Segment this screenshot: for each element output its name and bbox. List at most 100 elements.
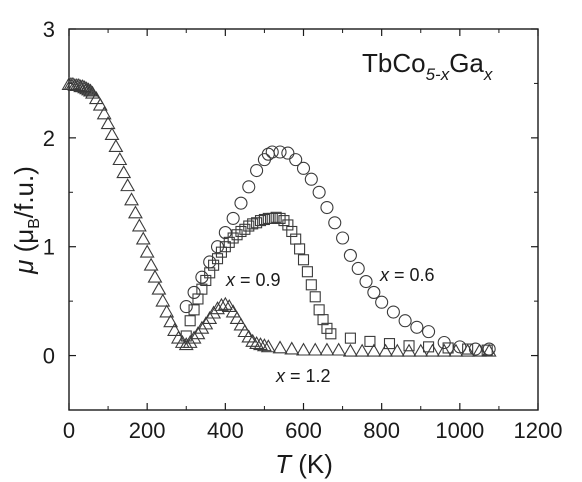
data-point-triangle — [131, 218, 147, 232]
data-markers — [61, 76, 497, 357]
data-point-square — [188, 304, 200, 316]
data-point-square — [282, 219, 294, 231]
series-circle — [179, 145, 496, 356]
data-point-triangle — [100, 116, 116, 130]
data-point-square — [301, 266, 313, 278]
annotation-x09-var: x — [225, 270, 236, 290]
y-axis-open: (μ — [9, 229, 39, 260]
data-point-triangle — [217, 296, 233, 310]
data-point-triangle — [135, 231, 151, 245]
data-point-circle — [320, 200, 334, 215]
data-point-circle — [179, 300, 193, 314]
data-point-triangle — [139, 244, 155, 258]
data-point-triangle — [124, 192, 139, 206]
data-point-circle — [367, 285, 381, 299]
data-point-triangle — [331, 342, 347, 356]
y-axis-title: μ (μB/f.u.) — [9, 166, 43, 275]
x-tick-label: 0 — [63, 418, 75, 443]
data-point-circle — [398, 314, 412, 328]
y-axis-close: /f.u.) — [9, 166, 39, 218]
legend-title-part-main: TbCo — [362, 48, 426, 78]
data-point-square — [254, 215, 267, 227]
data-point-square — [309, 291, 321, 303]
data-point-square — [423, 341, 435, 353]
data-point-triangle — [319, 342, 335, 356]
data-point-triangle — [229, 310, 245, 324]
data-point-square — [258, 213, 270, 226]
x-tick-label: 600 — [285, 418, 322, 443]
data-point-square — [286, 225, 298, 238]
data-point-square — [278, 215, 290, 227]
data-point-circle — [203, 255, 217, 269]
axes-ticks — [68, 28, 539, 411]
data-point-square — [200, 274, 212, 287]
data-point-triangle — [112, 152, 128, 166]
x-axis-title: T (K) — [275, 449, 333, 479]
data-point-circle — [328, 216, 342, 230]
data-point-square — [208, 259, 220, 271]
data-point-square — [251, 217, 263, 229]
data-point-triangle — [77, 80, 93, 94]
data-point-triangle — [460, 343, 476, 357]
data-point-triangle — [92, 97, 108, 111]
data-point-triangle — [284, 341, 300, 355]
data-point-circle — [386, 305, 400, 319]
data-point-square — [294, 243, 306, 255]
x-tick-label: 400 — [207, 418, 244, 443]
data-point-triangle — [272, 340, 288, 354]
annotation-x12-var: x — [275, 366, 286, 386]
data-point-triangle — [260, 339, 276, 353]
data-point-circle — [312, 185, 326, 199]
annotation-x06-text: = 0.6 — [389, 265, 435, 285]
y-tick-label: 1 — [43, 235, 55, 260]
data-point-circle — [410, 320, 424, 334]
data-point-circle — [195, 270, 209, 284]
data-point-square — [290, 233, 302, 245]
data-point-triangle — [174, 334, 190, 348]
legend-title-part-main2: Ga — [449, 48, 484, 78]
series-triangle — [61, 76, 497, 357]
data-point-triangle — [253, 337, 268, 351]
data-point-circle — [289, 153, 303, 167]
data-point-triangle — [120, 178, 136, 192]
x-tick-label: 800 — [363, 418, 400, 443]
x-tick-label: 1200 — [514, 418, 563, 443]
data-point-square — [223, 236, 235, 248]
data-point-circle — [336, 231, 350, 245]
data-point-triangle — [96, 106, 112, 120]
data-point-square — [442, 342, 454, 354]
data-point-circle — [187, 285, 201, 299]
data-point-triangle — [143, 257, 159, 271]
legend-title-sub-2: x — [483, 65, 493, 84]
data-point-triangle — [75, 79, 91, 93]
legend-title: TbCo5-xGax — [362, 48, 493, 84]
data-point-triangle — [210, 301, 225, 315]
data-point-triangle — [354, 343, 370, 357]
y-tick-label: 3 — [43, 17, 55, 42]
data-point-square — [305, 279, 317, 291]
y-tick-label: 2 — [43, 126, 55, 151]
data-point-triangle — [481, 343, 497, 357]
data-point-triangle — [471, 343, 487, 357]
data-point-circle — [273, 145, 287, 159]
data-point-square — [204, 267, 216, 279]
data-point-triangle — [256, 338, 272, 352]
data-point-square — [274, 212, 286, 224]
data-point-triangle — [249, 335, 265, 350]
data-point-triangle — [436, 343, 452, 357]
data-point-triangle — [182, 334, 198, 348]
data-point-triangle — [401, 343, 417, 357]
data-point-triangle — [127, 205, 143, 219]
data-point-triangle — [206, 305, 222, 319]
annotation-x09-text: = 0.9 — [235, 270, 281, 290]
x-axis-symbol: T — [275, 449, 293, 479]
data-point-square — [270, 211, 282, 223]
annotation-x09: x = 0.9 — [225, 270, 281, 290]
data-point-circle — [226, 211, 240, 225]
data-point-circle — [265, 145, 279, 159]
data-point-triangle — [151, 281, 167, 295]
legend-title-sub-1: 5-x — [426, 65, 450, 84]
annotation-x06: x = 0.6 — [379, 265, 435, 285]
data-point-square — [325, 328, 337, 340]
